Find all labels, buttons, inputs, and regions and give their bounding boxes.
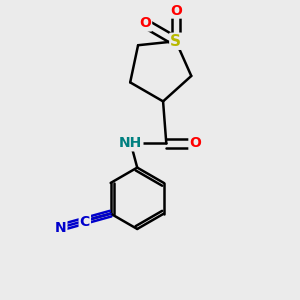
Text: N: N bbox=[55, 220, 66, 235]
Text: O: O bbox=[189, 136, 201, 150]
Text: NH: NH bbox=[119, 136, 142, 150]
Text: C: C bbox=[80, 215, 90, 229]
Text: O: O bbox=[170, 4, 182, 18]
Text: O: O bbox=[139, 16, 151, 31]
Text: S: S bbox=[170, 34, 181, 49]
